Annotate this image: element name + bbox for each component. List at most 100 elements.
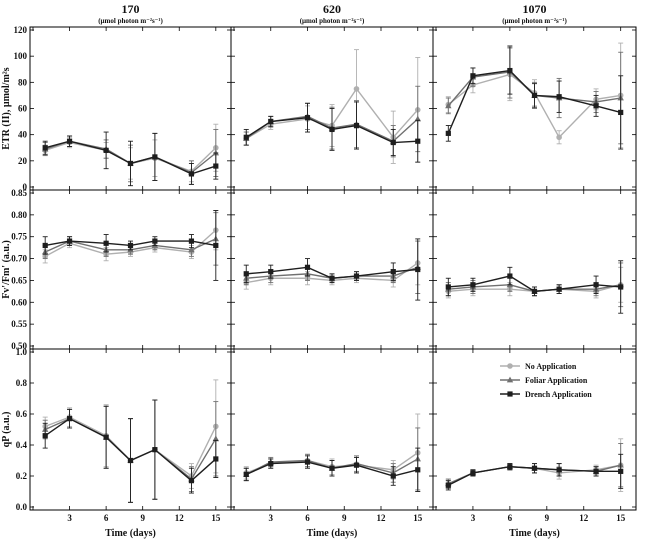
data-point: [42, 145, 48, 151]
data-point: [415, 138, 421, 144]
data-point: [66, 138, 73, 144]
data-point: [213, 456, 219, 462]
data-point: [415, 467, 421, 473]
data-point: [390, 269, 396, 275]
column-unit: (µmol photon m⁻²s⁻¹): [98, 17, 163, 25]
x-tick-label: 15: [413, 513, 423, 523]
panel-r0-c0: 0 20 40 60 80 100 120: [14, 25, 232, 192]
data-point: [127, 242, 134, 249]
data-point: [243, 271, 249, 277]
data-point: [415, 266, 421, 273]
data-point: [470, 73, 476, 79]
panel-r1-c2: [432, 189, 637, 350]
panel-r2-c2: 3 6 9 12 15: [432, 348, 637, 523]
x-tick-label: 12: [377, 513, 387, 523]
panel-frame: [29, 189, 232, 350]
x-tick-label: 6: [305, 513, 310, 523]
y-tick-label: 0.85: [11, 188, 27, 198]
data-point: [213, 163, 219, 169]
x-axis-label: Time (days): [105, 528, 156, 539]
y-tick-label: 0.6: [16, 409, 28, 419]
y-tick-label: 20: [18, 156, 28, 166]
panel-r1-c0: 0.50 0.55 0.60 0.65 0.70 0.75 0.80 0.85: [11, 188, 232, 351]
data-point: [213, 242, 219, 249]
panel-frame: [230, 189, 434, 350]
data-point: [353, 86, 360, 92]
y-tick-label: 100: [14, 51, 28, 61]
data-point: [329, 465, 335, 471]
data-point: [103, 240, 109, 246]
column-title: 620: [323, 2, 341, 16]
data-point: [445, 284, 451, 290]
data-point: [103, 434, 109, 440]
y-tick-label: 1.0: [16, 347, 28, 357]
data-point: [243, 471, 249, 478]
y-axis-label: qP (a.u.): [1, 412, 12, 448]
data-point: [188, 238, 195, 244]
data-point: [127, 160, 134, 167]
data-point: [618, 468, 624, 474]
data-point: [329, 126, 335, 133]
panel-r2-c1: 3 6 9 12 15: [230, 348, 434, 523]
data-point: [470, 282, 476, 288]
data-point: [103, 147, 109, 153]
data-point: [618, 109, 624, 116]
data-point: [470, 470, 476, 476]
data-point: [507, 273, 513, 279]
column-unit: (µmol photon m⁻²s⁻¹): [300, 17, 365, 25]
x-tick-label: 3: [67, 513, 72, 523]
y-tick-label: 0.75: [11, 232, 27, 242]
panel-frame: [432, 189, 637, 350]
data-point: [593, 103, 599, 109]
y-tick-label: 0: [23, 182, 28, 192]
panel-r0-c1: [230, 26, 434, 191]
y-tick-label: 60: [18, 104, 28, 114]
y-tick-label: 0.60: [11, 297, 27, 307]
y-tick-label: 0.0: [16, 502, 28, 512]
data-point: [390, 139, 396, 146]
data-point: [152, 238, 158, 244]
data-point: [353, 122, 360, 129]
y-tick-label: 40: [18, 130, 28, 140]
data-point: [268, 118, 274, 125]
data-point: [445, 482, 451, 488]
data-point: [507, 67, 513, 74]
y-tick-label: 0.8: [16, 378, 28, 388]
data-point: [353, 273, 360, 279]
legend-marker: [507, 363, 513, 369]
data-point: [42, 242, 48, 249]
legend: No Application Foliar Application Drench A…: [500, 362, 592, 399]
x-tick-label: 9: [545, 513, 550, 523]
data-point: [618, 284, 624, 290]
data-point: [188, 478, 195, 484]
data-point: [304, 115, 311, 121]
legend-label: Foliar Application: [525, 376, 588, 385]
data-point: [531, 288, 538, 294]
x-tick-label: 3: [471, 513, 476, 523]
x-tick-label: 6: [508, 513, 513, 523]
legend-label: Drench Application: [525, 390, 592, 399]
data-point: [268, 269, 274, 275]
legend-label: No Application: [525, 362, 577, 371]
panel-r1-c1: [230, 189, 434, 350]
legend-marker: [507, 391, 513, 397]
data-point: [531, 92, 538, 99]
data-point: [445, 130, 451, 136]
data-point: [304, 264, 311, 270]
x-tick-label: 12: [175, 513, 185, 523]
data-point: [212, 435, 220, 442]
data-point: [353, 462, 360, 468]
y-axis-label: ETR (II), µmol/m²s: [1, 67, 12, 149]
data-point: [66, 238, 73, 244]
data-point: [66, 416, 73, 422]
data-point: [390, 473, 396, 479]
y-tick-label: 0.80: [11, 210, 27, 220]
y-tick-label: 0.55: [11, 319, 27, 329]
data-point: [556, 467, 562, 473]
data-point: [268, 461, 274, 467]
data-point: [593, 282, 599, 288]
data-point: [556, 134, 562, 141]
data-point: [42, 433, 48, 439]
data-point: [127, 457, 134, 464]
